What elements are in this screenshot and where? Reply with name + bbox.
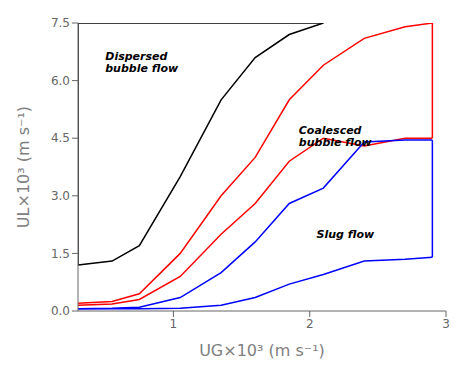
svg-text:3.0: 3.0 — [51, 189, 70, 203]
svg-text:7.5: 7.5 — [51, 16, 70, 30]
svg-text:1: 1 — [170, 317, 178, 331]
svg-text:UG×10³ (m s⁻¹): UG×10³ (m s⁻¹) — [199, 341, 325, 360]
svg-text:Dispersedbubble flow: Dispersedbubble flow — [105, 50, 179, 75]
svg-text:1.5: 1.5 — [51, 247, 70, 261]
svg-text:2: 2 — [306, 317, 314, 331]
svg-text:3: 3 — [442, 317, 450, 331]
svg-text:6.0: 6.0 — [51, 74, 70, 88]
svg-text:0.0: 0.0 — [51, 304, 70, 318]
svg-text:UL×10³ (m s⁻¹): UL×10³ (m s⁻¹) — [14, 106, 33, 228]
svg-text:Slug flow: Slug flow — [317, 228, 375, 241]
svg-text:4.5: 4.5 — [51, 131, 70, 145]
svg-text:Coalescedbubble flow: Coalescedbubble flow — [299, 124, 373, 149]
